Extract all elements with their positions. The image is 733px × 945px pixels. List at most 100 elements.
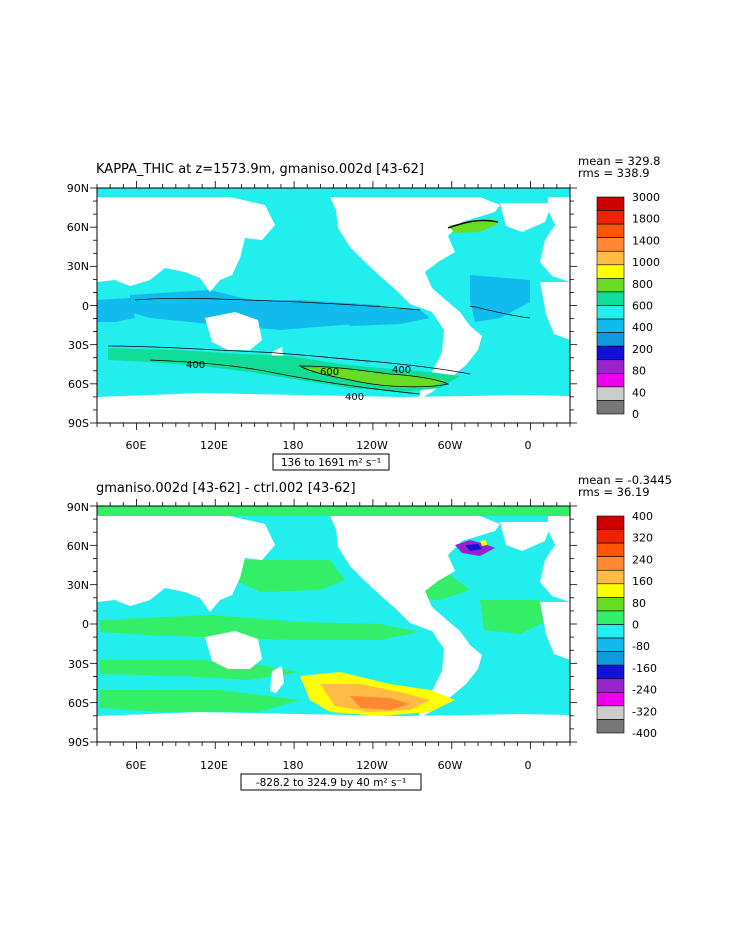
panel-2-rms: rms = 36.19 [578, 485, 650, 499]
colorbar-swatch [596, 529, 625, 544]
panel-2-ytick-label: 60N [67, 540, 89, 553]
panel-1-ytick-label: 60S [68, 378, 89, 391]
panel-2-land-antarctica [97, 712, 570, 742]
panel-2-ytick-label: 90S [68, 736, 89, 749]
panel-1-contour-600 [298, 365, 450, 388]
panel-2-land-africa [540, 602, 570, 660]
panel-1-ytick-label: 30N [67, 260, 89, 273]
panel-2-green-patch-acc [100, 690, 300, 712]
panel-2-y-axis: 90N 60N 30N 0 30S 60S 90S [67, 501, 89, 749]
colorbar-swatch [596, 597, 625, 612]
colorbar-label: 0 [632, 408, 639, 421]
colorbar-label: 1800 [632, 213, 660, 226]
panel-1-y-axis: 90N 60N 30N 0 30S 60S 90S [67, 182, 89, 430]
colorbar-label: 40 [632, 386, 646, 399]
panel-2-land-greenland [500, 522, 552, 551]
panel-1-xtick-label: 180 [283, 439, 304, 452]
colorbar-label: 800 [632, 278, 653, 291]
panel-1-contour-label-3: 400 [392, 365, 411, 376]
colorbar-swatch [596, 624, 625, 639]
colorbar-label: 1000 [632, 256, 660, 269]
colorbar-label: -400 [632, 727, 657, 740]
panel-1-ytick-label: 30S [68, 339, 89, 352]
colorbar-swatch [596, 359, 625, 374]
colorbar-label: 160 [632, 575, 653, 588]
panel-1-land-eurasia-east [540, 197, 570, 282]
colorbar-swatch [596, 705, 625, 720]
panel-2-x-axis: 60E 120E 180 120W 60W 0 [126, 759, 532, 772]
panel-1-land-eurasia-west [97, 197, 275, 292]
panel-2-xtick-label: 180 [283, 759, 304, 772]
panel-1-ytick-label: 0 [82, 300, 89, 313]
colorbar-swatch [596, 719, 625, 734]
panel-1-land-australia [205, 312, 262, 350]
colorbar-swatch [596, 692, 625, 707]
colorbar-label: -240 [632, 684, 657, 697]
colorbar-swatch [596, 542, 625, 557]
panel-1-land-americas [330, 197, 500, 400]
colorbar-swatch [596, 223, 625, 238]
colorbar-label: 240 [632, 553, 653, 566]
colorbar-swatch [596, 515, 625, 530]
panel-1-rms: rms = 338.9 [578, 166, 650, 180]
panel-2-ytick-label: 30N [67, 579, 89, 592]
colorbar-swatch [596, 210, 625, 225]
panel-2-xtick-label: 120E [200, 759, 228, 772]
colorbar-swatch [596, 305, 625, 320]
panel-2-land-new-zealand [270, 666, 284, 693]
colorbar-label: 400 [632, 321, 653, 334]
colorbar-swatch [596, 318, 625, 333]
panel-1-greenland-sea-band [448, 218, 498, 233]
panel-1-xtick-label: 60W [438, 439, 463, 452]
colorbar-swatch [596, 664, 625, 680]
panel-1-xtick-label: 0 [525, 439, 532, 452]
colorbar-swatch [596, 196, 625, 211]
panel-2: gmaniso.002d [43-62] - ctrl.002 [43-62] … [67, 473, 672, 791]
panel-2-xtick-label: 60E [126, 759, 147, 772]
panel-2-xtick-label: 0 [525, 759, 532, 772]
colorbar-swatch [596, 373, 625, 388]
panel-1-contour-label-2: 600 [320, 367, 339, 378]
panel-2-mean: mean = -0.3445 [578, 473, 672, 487]
panel-1-ytick-label: 60N [67, 221, 89, 234]
panel-1-land-greenland [500, 203, 552, 232]
panel-2-ytick-label: 90N [67, 501, 89, 514]
panel-2-range-box [240, 773, 422, 791]
colorbar-label: -320 [632, 705, 657, 718]
colorbar-label: 0 [632, 619, 639, 632]
panel-1-range-text: 136 to 1691 m² s⁻¹ [281, 457, 381, 469]
colorbar-label: -160 [632, 662, 657, 675]
panel-2-title: gmaniso.002d [43-62] - ctrl.002 [43-62] [96, 481, 356, 496]
colorbar-label: 320 [632, 532, 653, 545]
panel-1-ytick-label: 90S [68, 417, 89, 430]
panel-2-map [97, 506, 570, 742]
colorbar-swatch [596, 651, 625, 666]
panel-1-ytick-label: 90N [67, 182, 89, 195]
panel-2-ytick-label: 0 [82, 618, 89, 631]
panel-1-contour-label-4: 400 [345, 392, 364, 403]
colorbar-swatch [596, 400, 625, 415]
colorbar-label: 600 [632, 300, 653, 313]
colorbar-swatch [596, 386, 625, 401]
panel-1-west-pacific-patch [130, 290, 380, 330]
panel-2-ytick-label: 60S [68, 697, 89, 710]
panel-1-contour-atlantic [469, 305, 531, 319]
panel-1-xtick-label: 60E [126, 439, 147, 452]
panel-2-arctic-band [97, 506, 570, 516]
colorbar-swatch [596, 610, 625, 625]
panel-1-acc-800-band [300, 368, 445, 388]
panel-2-land-eurasia-west [97, 516, 275, 612]
panel-2-land-australia [205, 631, 262, 669]
panel-1-range-box [272, 453, 390, 471]
panel-1-xtick-label: 120E [200, 439, 228, 452]
colorbar-swatch [596, 291, 625, 306]
colorbar-swatch [596, 332, 625, 347]
panel-2-colorbar: 400 320 240 160 80 0 -80 -160 -240 -320 -400 [596, 510, 657, 740]
panel-2-xtick-label: 60W [438, 759, 463, 772]
panel-1-land-africa [540, 282, 570, 340]
panel-2-labrador-anomaly-inner [465, 544, 482, 551]
panel-2-xtick-label: 120W [356, 759, 388, 772]
panel-2-green-patch-atlantic [480, 600, 548, 634]
panel-1-contour-400-inner [149, 359, 421, 395]
